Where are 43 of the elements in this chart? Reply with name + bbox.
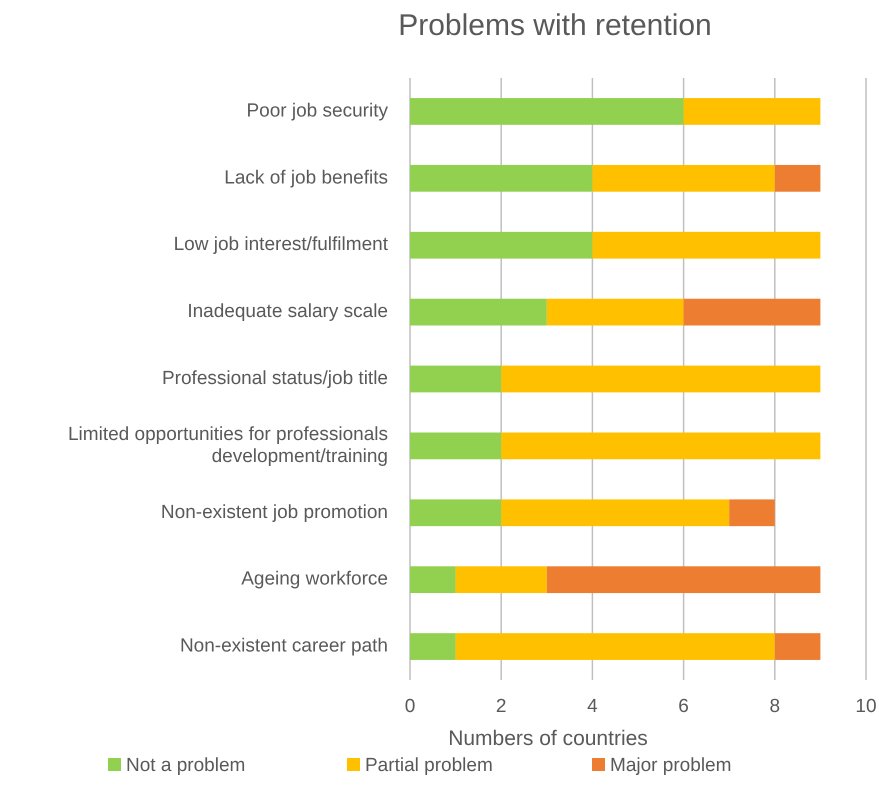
bar	[684, 298, 820, 326]
bar	[501, 499, 730, 526]
bar	[456, 633, 775, 660]
y-tick-label: Low job interest/fulfilment	[174, 234, 389, 256]
bar	[592, 232, 820, 259]
bar	[410, 298, 547, 326]
x-tick-label: 0	[404, 696, 416, 717]
bar	[410, 98, 684, 125]
bar	[410, 366, 502, 392]
legend-label: Not a problem	[126, 755, 246, 776]
y-tick-label: Ageing workforce	[241, 568, 388, 590]
y-tick-label: Non-existent career path	[180, 636, 388, 657]
y-tick-label: Inadequate salary scale	[187, 301, 388, 322]
y-tick-label: Limited opportunities for professionals development/training	[68, 424, 388, 467]
bar	[410, 566, 456, 594]
x-tick-label: 2	[496, 696, 506, 717]
y-tick-label: Professional status/job title	[162, 368, 388, 390]
x-tick-label: 10	[855, 696, 877, 717]
bar	[501, 432, 820, 460]
bar	[410, 499, 502, 526]
bar	[456, 566, 547, 594]
x-tick-label: 6	[678, 696, 689, 717]
bar	[410, 232, 592, 259]
x-tick-label: 8	[770, 696, 780, 717]
bar	[546, 298, 684, 326]
bar	[546, 566, 820, 594]
bar	[410, 633, 456, 660]
x-axis-title: Numbers of countries	[448, 727, 648, 750]
bar	[410, 432, 502, 460]
bar	[592, 164, 775, 192]
bar	[684, 98, 820, 125]
legend-label: Partial problem	[365, 755, 493, 776]
bar	[410, 164, 592, 192]
legend-label: Major problem	[610, 755, 732, 776]
y-tick-label: Lack of job benefits	[224, 167, 388, 188]
bar	[774, 164, 820, 192]
bar	[729, 499, 775, 526]
y-tick-label: Non-existent job promotion	[160, 502, 388, 523]
bar	[501, 366, 820, 392]
chart-title: Problems with retention	[398, 9, 712, 42]
y-tick-label: Poor job security	[246, 100, 388, 122]
bar	[774, 633, 820, 660]
x-tick-label: 4	[587, 696, 598, 717]
